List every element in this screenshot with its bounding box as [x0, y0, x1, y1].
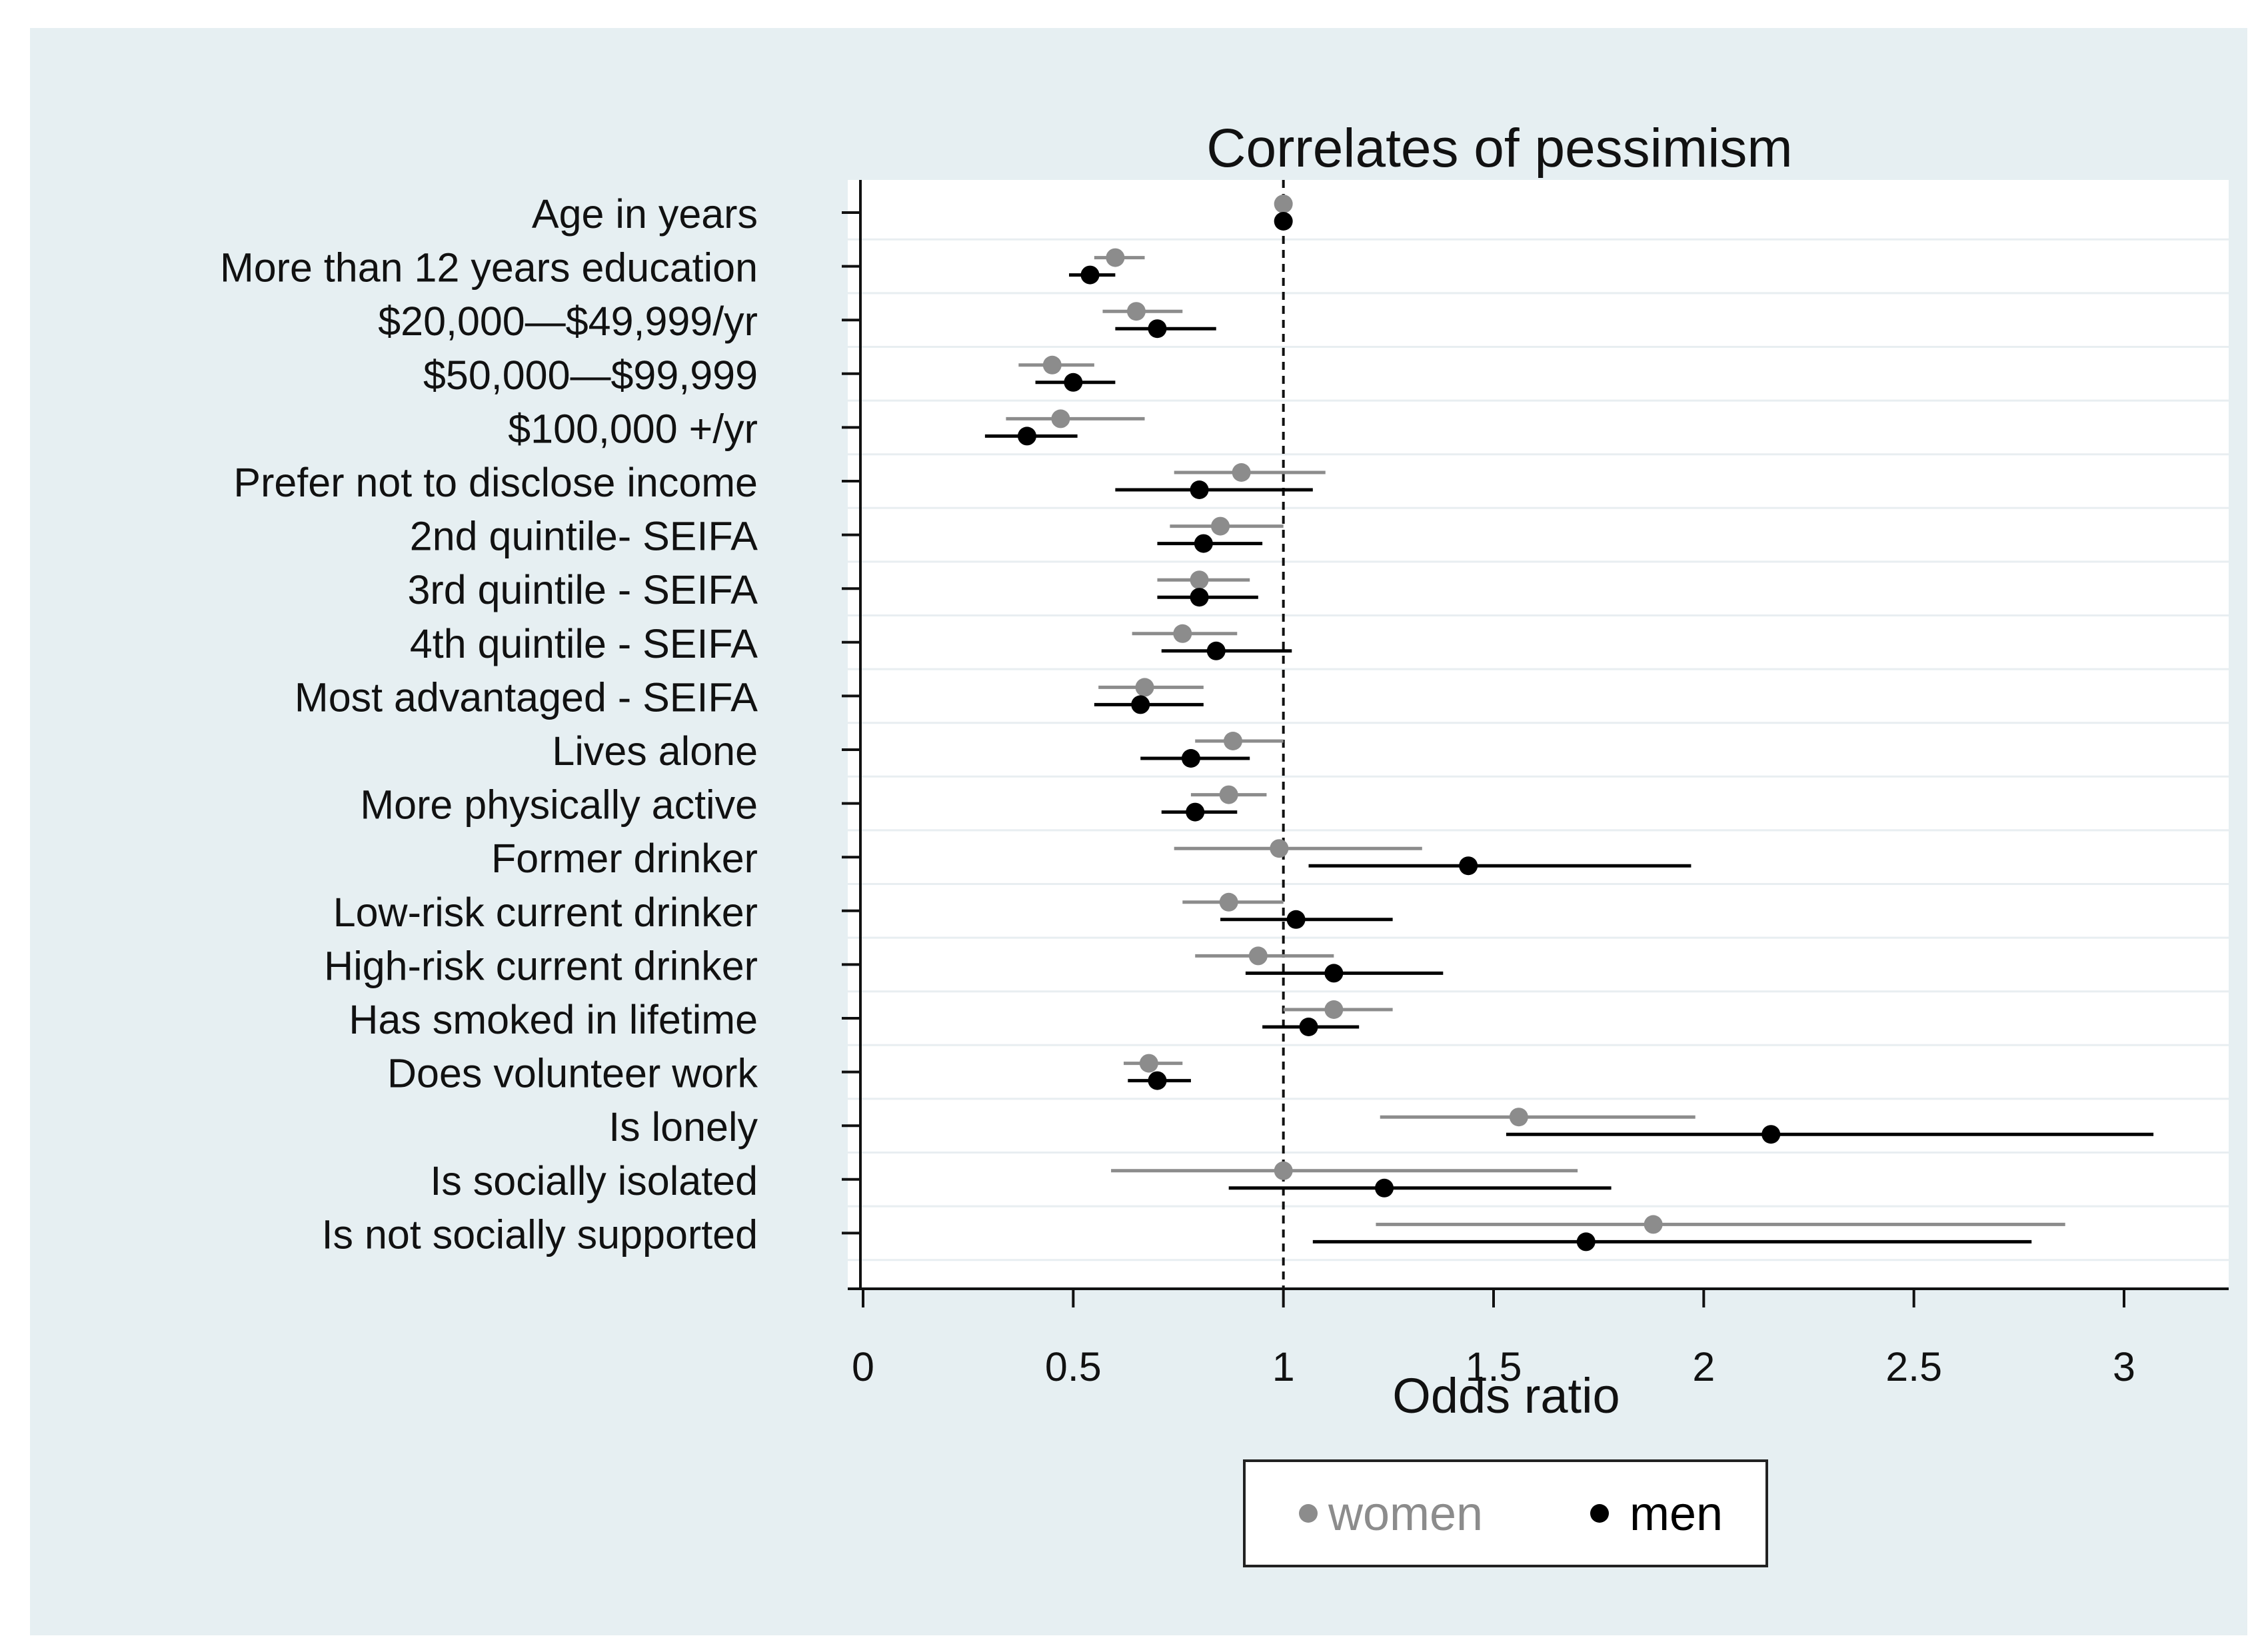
point-women	[1248, 946, 1268, 966]
point-men	[1190, 480, 1209, 499]
x-tick-label: 2.5	[1885, 1344, 1942, 1389]
point-women	[1135, 678, 1154, 697]
x-axis: 0 0.5 1 1.5 2 2.5 3	[848, 1287, 2229, 1389]
point-men	[1148, 319, 1167, 339]
x-tick-label: 0	[852, 1344, 874, 1389]
point-women	[1126, 302, 1146, 321]
chart-panel: Correlates of pessimism Age in years More…	[30, 28, 2247, 1635]
point-men	[1324, 964, 1344, 983]
y-tick-label: Prefer not to disclose income	[233, 460, 758, 505]
y-tick-label: Is socially isolated	[430, 1158, 758, 1204]
x-tick-label: 1.5	[1466, 1344, 1522, 1389]
x-tick-label: 1	[1272, 1344, 1295, 1389]
y-tick-label: Former drinker	[491, 836, 758, 881]
point-men	[1576, 1232, 1596, 1251]
point-men	[1181, 749, 1200, 768]
point-men	[1761, 1125, 1781, 1144]
point-women	[1270, 839, 1289, 858]
y-tick-label: 3rd quintile - SEIFA	[407, 567, 758, 612]
y-tick-label: High-risk current drinker	[324, 943, 758, 988]
point-men	[1148, 1071, 1167, 1090]
point-men	[1375, 1178, 1394, 1198]
point-men	[1274, 212, 1293, 231]
legend-box	[1243, 1459, 1768, 1567]
point-women	[1219, 892, 1238, 912]
point-women	[1211, 516, 1230, 536]
legend-label-men: men	[1630, 1487, 1723, 1541]
point-men	[1080, 265, 1100, 285]
y-tick-label: Does volunteer work	[387, 1051, 758, 1096]
point-women	[1219, 785, 1238, 804]
point-women	[1232, 463, 1251, 482]
point-men	[1459, 856, 1478, 876]
gridlines	[848, 238, 2229, 1261]
point-women	[1051, 409, 1070, 428]
point-women	[1324, 1000, 1344, 1019]
point-men	[1299, 1018, 1318, 1036]
y-axis: Age in years More than 12 years education…	[220, 180, 862, 1289]
y-tick-label: Has smoked in lifetime	[349, 997, 758, 1042]
y-tick-label: Most advantaged - SEIFA	[295, 674, 758, 720]
point-women	[1274, 1161, 1293, 1180]
y-tick-label: More than 12 years education	[220, 245, 758, 291]
point-men	[1194, 534, 1213, 553]
y-tick-label: Lives alone	[552, 728, 758, 774]
point-women	[1223, 732, 1242, 750]
y-tick-label: More physically active	[360, 782, 758, 828]
y-tick-label: Low-risk current drinker	[333, 890, 758, 935]
forest-plot: Correlates of pessimism Age in years More…	[220, 118, 2229, 1567]
y-tick-label: Is not socially supported	[322, 1212, 758, 1257]
legend-marker-women	[1299, 1504, 1318, 1523]
point-women	[1139, 1054, 1158, 1073]
legend-marker-men	[1590, 1504, 1609, 1523]
point-women	[1509, 1108, 1528, 1127]
x-axis-label: Odds ratio	[1392, 1368, 1620, 1423]
y-tick-label: $50,000—$99,999	[423, 353, 758, 398]
legend: women men	[1243, 1459, 1768, 1567]
point-women	[1644, 1215, 1663, 1234]
data-marks	[984, 195, 2154, 1251]
x-tick-label: 3	[2113, 1344, 2135, 1389]
point-men	[1190, 588, 1209, 607]
point-women	[1190, 570, 1209, 590]
point-women	[1173, 624, 1192, 643]
point-women	[1042, 355, 1062, 375]
chart-title: Correlates of pessimism	[1206, 118, 1792, 179]
point-men	[1206, 641, 1226, 660]
point-men	[1286, 910, 1306, 929]
point-women	[1274, 195, 1293, 213]
point-men	[1017, 426, 1036, 446]
y-tick-label: 4th quintile - SEIFA	[410, 621, 758, 666]
y-tick-label: $100,000 +/yr	[508, 406, 758, 451]
y-tick-label: Age in years	[532, 191, 758, 237]
x-tick-label: 2	[1692, 1344, 1715, 1389]
point-women	[1106, 248, 1125, 267]
y-tick-label: Is lonely	[608, 1104, 758, 1150]
y-tick-label: 2nd quintile- SEIFA	[410, 514, 758, 559]
legend-label-women: women	[1328, 1487, 1483, 1541]
y-tick-label: $20,000—$49,999/yr	[378, 299, 758, 344]
point-men	[1064, 373, 1083, 392]
point-men	[1186, 802, 1205, 822]
point-men	[1131, 695, 1150, 714]
x-tick-label: 0.5	[1045, 1344, 1102, 1389]
